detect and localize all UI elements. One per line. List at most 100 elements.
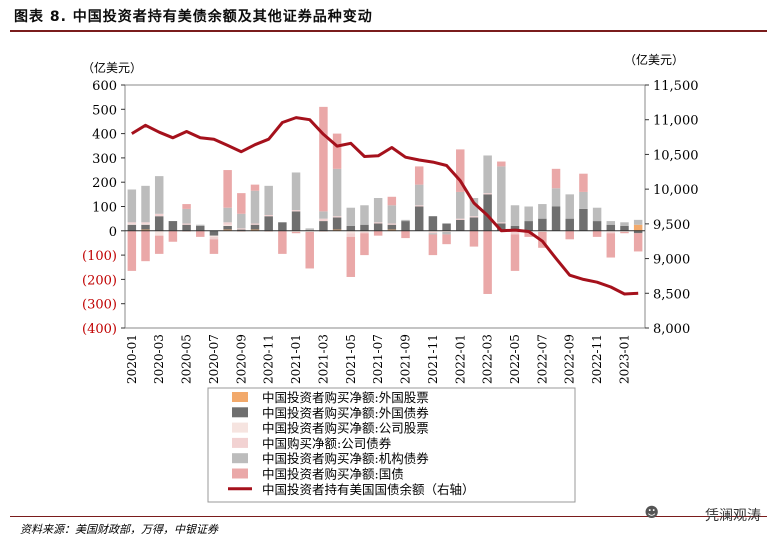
bar-treasury-2023-02 xyxy=(633,233,643,252)
legend-swatch-agency_bonds xyxy=(232,453,248,464)
bar-treasury-2021-11 xyxy=(428,234,438,256)
bar-foreign_bonds-2022-04 xyxy=(497,223,506,231)
left-axis-unit: （亿美元） xyxy=(82,60,142,75)
bar-foreign_bonds-2020-12 xyxy=(278,222,287,231)
bar-foreign_bonds-2021-03 xyxy=(319,221,328,231)
legend-item-foreign_bonds: 中国投资者购买净额:外国债券 xyxy=(262,405,429,420)
bar-treasury-2022-02 xyxy=(469,230,479,247)
bar-foreign_bonds-2020-09 xyxy=(237,229,246,231)
left-tick-label: (300) xyxy=(82,298,117,313)
line-layer xyxy=(131,116,639,296)
bar-foreign_bonds-2020-04 xyxy=(168,221,178,231)
bar-foreign_bonds-2022-10 xyxy=(579,208,588,231)
bar-foreign_equity-2021-04 xyxy=(332,229,342,231)
right-tick-label: 11,500 xyxy=(653,79,699,94)
left-tick-label: 300 xyxy=(92,152,117,167)
bar-foreign_bonds-2020-01 xyxy=(127,224,137,231)
left-tick-label: (400) xyxy=(82,322,117,337)
bar-foreign_bonds-2021-10 xyxy=(414,206,424,231)
bar-corp_equity-2021-11 xyxy=(428,230,438,233)
title-rule xyxy=(10,30,767,32)
wechat-icon: ☻ xyxy=(644,505,659,521)
bar-treasury-2021-01 xyxy=(291,232,301,234)
bar-treasury-2021-08 xyxy=(387,196,397,206)
bar-corp_equity-2021-05 xyxy=(346,230,356,234)
bar-corp_bonds-2020-07 xyxy=(209,236,219,240)
bar-foreign_bonds-2021-07 xyxy=(373,223,383,231)
bar-foreign_bonds-2020-07 xyxy=(209,230,219,236)
bar-agency_bonds-2020-08 xyxy=(223,207,232,223)
bar-foreign_bonds-2022-09 xyxy=(565,218,574,231)
bar-foreign_equity-2020-08 xyxy=(223,229,232,231)
bar-treasury-2022-03 xyxy=(483,230,492,294)
bar-corp_bonds-2022-01 xyxy=(456,218,465,220)
bar-corp_equity-2020-08 xyxy=(223,224,232,226)
bar-corp_equity-2021-01 xyxy=(291,230,301,233)
axes-layer: 600 500 400 300 200 100 0 (100) (200) (300) (400) 1… xyxy=(82,79,698,384)
bar-agency_bonds-2020-01 xyxy=(127,189,137,223)
x-tick-label: 2022-09 xyxy=(563,334,577,384)
bar-treasury-2020-05 xyxy=(182,204,191,209)
x-tick-label: 2020-11 xyxy=(262,334,276,384)
bar-foreign_bonds-2021-04 xyxy=(332,217,342,230)
bar-foreign_bonds-2022-12 xyxy=(606,224,616,231)
legend-item-holdings_line: 中国投资者持有美国国债余额（右轴） xyxy=(262,482,475,497)
source-note: 资料来源：美国财政部，万得，中银证券 xyxy=(20,523,218,536)
bar-agency_bonds-2021-03 xyxy=(319,211,328,219)
bar-corp_bonds-2020-09 xyxy=(237,228,246,230)
bar-foreign_bonds-2021-05 xyxy=(346,225,356,231)
x-tick-label: 2021-05 xyxy=(344,334,358,384)
bar-foreign_bonds-2020-10 xyxy=(250,224,260,230)
bar-corp_bonds-2022-02 xyxy=(469,216,479,218)
bar-foreign_bonds-2020-11 xyxy=(264,216,273,231)
bar-corp_bonds-2020-01 xyxy=(127,222,137,224)
bar-corp_equity-2020-09 xyxy=(237,230,246,233)
legend-item-corp_equity: 中国投资者购买净额:公司股票 xyxy=(262,421,429,436)
bar-treasury-2020-01 xyxy=(127,230,137,271)
bar-foreign_equity-2020-10 xyxy=(250,229,260,231)
bar-corp_bonds-2021-08 xyxy=(387,223,397,225)
bar-agency_bonds-2021-04 xyxy=(332,168,342,217)
bar-agency_bonds-2020-11 xyxy=(264,185,273,215)
bar-agency_bonds-2022-03 xyxy=(483,155,492,194)
bar-corp_bonds-2021-10 xyxy=(414,205,424,207)
bar-foreign_bonds-2020-03 xyxy=(154,216,164,231)
bar-foreign_bonds-2021-12 xyxy=(442,223,451,231)
legend-swatch-corp_bonds xyxy=(232,437,248,448)
x-tick-label: 2020-07 xyxy=(207,334,221,384)
bar-agency_bonds-2022-08 xyxy=(551,188,561,207)
bar-treasury-2022-06 xyxy=(524,232,533,237)
bar-foreign_bonds-2022-02 xyxy=(469,217,479,231)
bar-foreign_bonds-2023-01 xyxy=(620,225,629,231)
bar-corp_bonds-2021-01 xyxy=(291,210,301,212)
bar-treasury-2020-10 xyxy=(250,184,260,191)
bar-corp_equity-2021-06 xyxy=(360,230,369,233)
bar-corp_equity-2020-05 xyxy=(182,230,191,233)
bar-corp_equity-2020-11 xyxy=(264,230,273,233)
bar-corp_equity-2023-01 xyxy=(620,230,629,233)
bar-corp_equity-2021-12 xyxy=(442,230,451,233)
bar-corp_bonds-2022-05 xyxy=(510,232,520,235)
bar-corp_equity-2020-07 xyxy=(209,235,219,237)
bar-corp_bonds-2021-05 xyxy=(346,233,356,237)
bar-agency_bonds-2021-12 xyxy=(442,232,451,235)
right-tick-label: 9,500 xyxy=(653,218,690,233)
bar-corp_bonds-2022-03 xyxy=(483,193,492,195)
bar-corp_bonds-2021-07 xyxy=(373,222,383,224)
right-tick-label: 11,000 xyxy=(653,114,699,129)
bar-foreign_bonds-2021-01 xyxy=(291,211,301,231)
left-tick-label: 500 xyxy=(92,103,117,118)
figure-title: 图表 8. 中国投资者持有美债余额及其他证券品种变动 xyxy=(14,9,373,25)
bar-corp_bonds-2022-12 xyxy=(606,232,616,234)
bar-foreign_bonds-2022-01 xyxy=(456,219,465,231)
x-tick-label: 2022-05 xyxy=(508,334,522,384)
left-tick-label: 400 xyxy=(92,128,117,143)
bar-agency_bonds-2022-02 xyxy=(469,198,479,217)
bar-treasury-2020-02 xyxy=(141,230,150,262)
bar-corp_bonds-2020-08 xyxy=(223,222,232,225)
bar-agency_bonds-2020-05 xyxy=(182,208,191,224)
bar-foreign_bonds-2020-08 xyxy=(223,225,232,230)
bar-treasury-2022-11 xyxy=(592,230,602,237)
legend-frame xyxy=(207,387,576,503)
